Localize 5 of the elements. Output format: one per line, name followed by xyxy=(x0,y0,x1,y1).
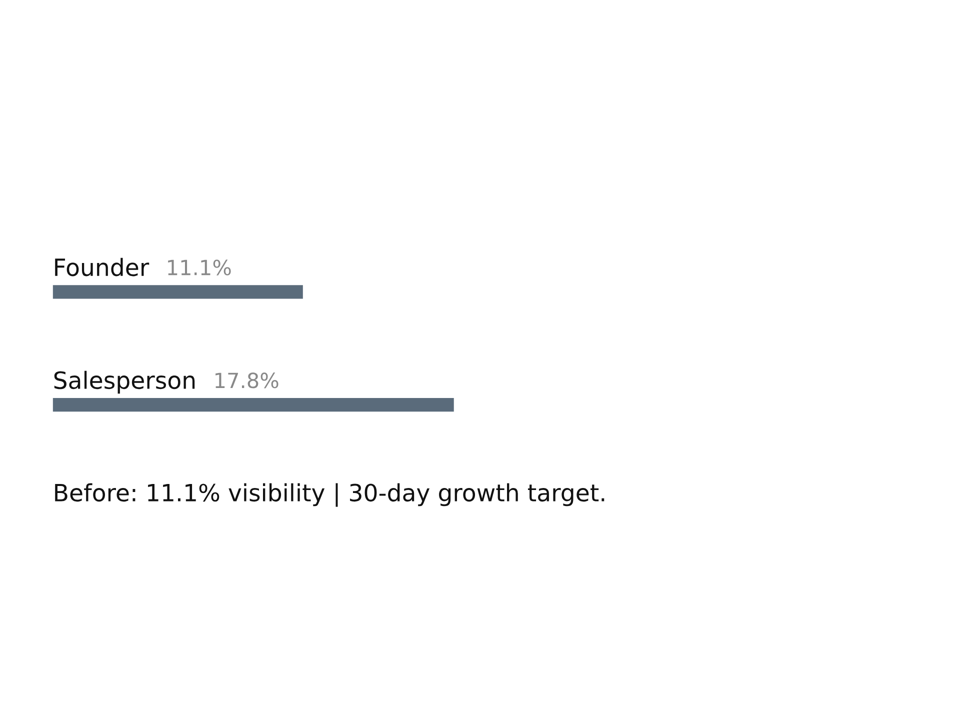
data-label: 17.8% xyxy=(216,372,278,388)
y-tick-label: Salesperson xyxy=(54,370,195,394)
text: Before: 11.1% visibility | 30-day growth target. xyxy=(55,483,604,507)
y-tick-label: Founder xyxy=(55,258,150,276)
data-label: 11.1% xyxy=(168,260,231,276)
